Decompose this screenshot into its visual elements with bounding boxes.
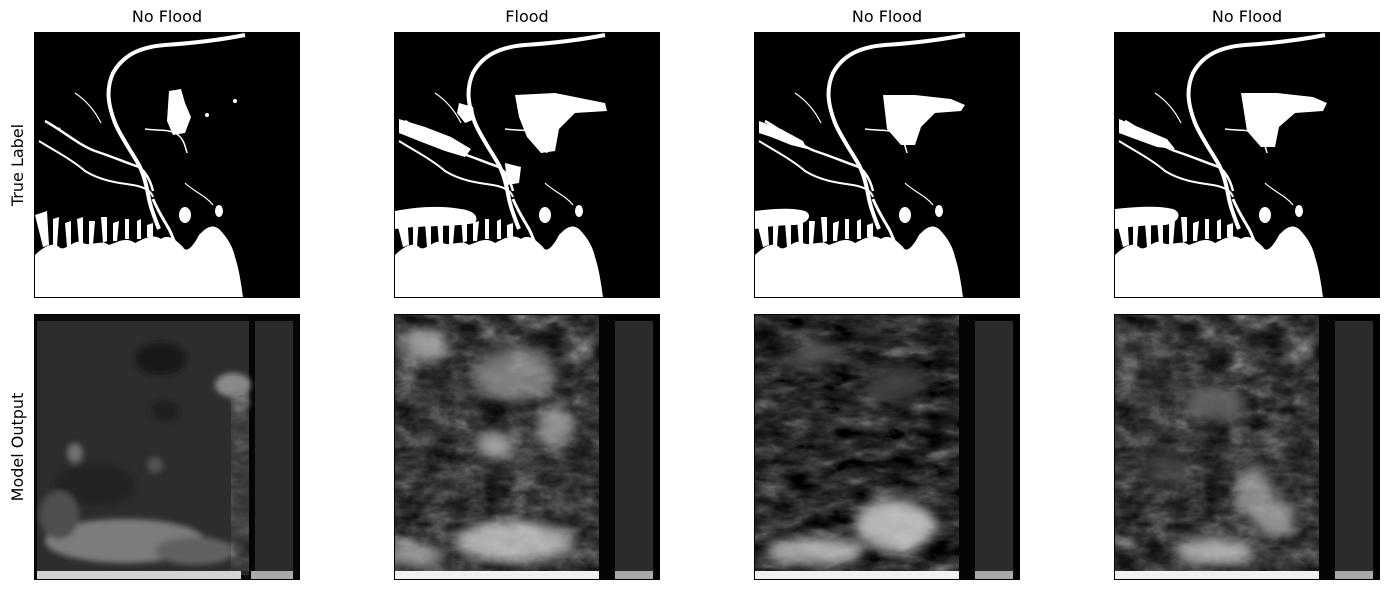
flood-mask-image-3 [755,33,1019,297]
row-label-output: Model Output [8,392,27,502]
column-title-2: Flood [505,7,549,26]
model-output-image-3 [755,315,1019,579]
flood-mask-image-1 [35,33,299,297]
model-output-image-2 [395,315,659,579]
model-output-image-4 [1115,315,1379,579]
model-output-image-1 [35,315,299,579]
model-output-panel-3 [754,314,1020,580]
column-title-4: No Flood [1211,7,1283,26]
true-label-panel-4 [1114,32,1380,298]
model-output-panel-2 [394,314,660,580]
model-output-panel-4 [1114,314,1380,580]
true-label-panel-3 [754,32,1020,298]
model-output-panel-1 [34,314,300,580]
true-label-panel-1 [34,32,300,298]
column-title-1: No Flood [131,7,203,26]
column-title-3: No Flood [851,7,923,26]
flood-mask-image-4 [1115,33,1379,297]
flood-mask-image-2 [395,33,659,297]
true-label-panel-2 [394,32,660,298]
row-label-true: True Label [8,123,27,207]
